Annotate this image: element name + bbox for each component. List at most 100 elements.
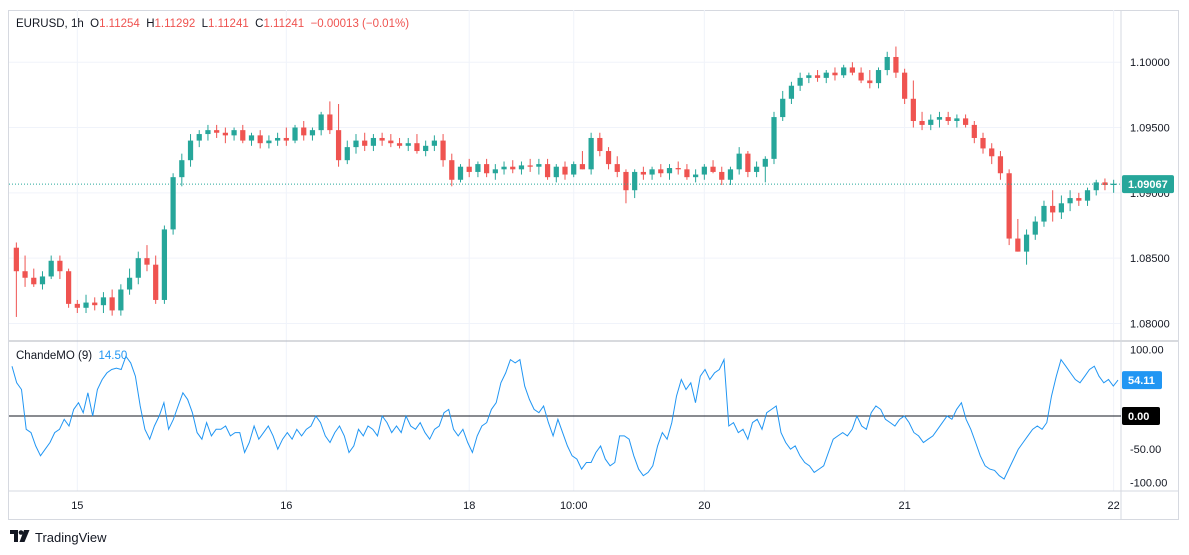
- candle-body: [693, 174, 699, 178]
- candle-body: [153, 264, 159, 300]
- candle-body: [65, 271, 72, 304]
- candle-body: [875, 70, 882, 84]
- tradingview-logo[interactable]: TradingView: [10, 530, 107, 545]
- time-tick-label: 22: [1108, 500, 1120, 512]
- candle-body: [396, 143, 403, 146]
- candle-body: [536, 164, 542, 167]
- candle-body: [335, 130, 342, 161]
- candle-body: [109, 297, 115, 311]
- candle-body: [379, 137, 385, 141]
- candle-body: [1093, 182, 1099, 191]
- low-label: L: [201, 18, 209, 30]
- candle-body: [414, 143, 420, 152]
- candle-body: [928, 119, 934, 125]
- candle-body: [100, 297, 107, 306]
- candle-body: [579, 164, 586, 170]
- indicator-value: 14.50: [98, 350, 128, 362]
- candle-body: [919, 120, 925, 125]
- candle-body: [457, 166, 464, 180]
- open-label: O: [90, 18, 100, 30]
- candle-body: [1067, 198, 1073, 204]
- candle-body: [989, 148, 995, 157]
- candle-body: [1023, 234, 1030, 252]
- candle-body: [562, 166, 568, 175]
- candle-body: [1041, 205, 1047, 222]
- indicator-last-tag: [1122, 371, 1162, 390]
- grid-layer: [9, 10, 1121, 491]
- candle-body: [893, 56, 899, 73]
- zero-tag: [1122, 407, 1160, 425]
- candle-body: [266, 140, 272, 144]
- candle-body: [771, 117, 777, 159]
- candle-body: [675, 168, 681, 170]
- candle-body: [205, 130, 211, 135]
- candle-body: [788, 85, 795, 99]
- candle-body: [222, 132, 228, 136]
- candle-body: [83, 302, 89, 308]
- candle-body: [92, 302, 98, 306]
- candle-body: [248, 135, 255, 141]
- candle-body: [301, 127, 307, 136]
- candle-body: [571, 164, 577, 175]
- price-tick-label: 1.09500: [1130, 123, 1170, 135]
- last-price-tag: [1122, 175, 1174, 194]
- candle-body: [423, 145, 429, 152]
- candle-body: [841, 67, 847, 76]
- open-value: 1.11254: [99, 18, 140, 30]
- candle-body: [1006, 173, 1012, 239]
- indicator-tick-label: -50.00: [1130, 444, 1161, 456]
- candle-body: [1084, 190, 1091, 201]
- candle-body: [466, 166, 472, 172]
- indicator-legend[interactable]: ChandeMO (9) 14.50: [16, 350, 127, 362]
- indicator-layer: [9, 355, 1121, 480]
- time-tick-label: 18: [463, 500, 475, 512]
- candle-body: [187, 140, 194, 161]
- candle-body: [727, 169, 734, 180]
- candle-body: [849, 67, 855, 73]
- high-label: H: [146, 18, 155, 30]
- candle-body: [275, 137, 281, 141]
- candle-body: [57, 260, 63, 272]
- symbol-label[interactable]: EURUSD, 1h: [16, 18, 84, 30]
- candle-body: [666, 168, 673, 174]
- indicator-tick-label: 100.00: [1130, 345, 1164, 357]
- candle-body: [353, 140, 359, 148]
- candle-body: [544, 164, 551, 178]
- indicator-name: ChandeMO (9): [16, 350, 93, 362]
- candle-body: [867, 80, 873, 84]
- candle-body: [553, 166, 559, 178]
- candle-body: [623, 171, 629, 191]
- candle-body: [1058, 203, 1065, 213]
- chande-mo-line: [11, 355, 1119, 480]
- candle-body: [997, 156, 1004, 174]
- candle-body: [780, 98, 786, 118]
- candle-body: [832, 72, 838, 76]
- zero-label: 0.00: [1128, 411, 1149, 423]
- candle-body: [605, 151, 612, 165]
- candle-body: [257, 135, 263, 144]
- candle-body: [658, 169, 664, 174]
- candle-body: [684, 169, 690, 178]
- candle-body: [370, 137, 377, 146]
- candle-body: [144, 258, 150, 265]
- candle-body: [440, 140, 446, 161]
- candle-body: [22, 271, 28, 278]
- candle-body: [954, 118, 960, 121]
- candle-body: [649, 169, 655, 175]
- candle-body: [283, 137, 289, 141]
- candle-body: [640, 171, 646, 175]
- time-tick-label: 20: [698, 500, 710, 512]
- candle-body: [806, 75, 812, 78]
- candle-body: [327, 114, 333, 131]
- candle-body: [344, 147, 350, 161]
- time-tick-label: 21: [899, 500, 911, 512]
- candle-body: [318, 114, 324, 131]
- candle-body: [118, 289, 124, 311]
- candle-body: [962, 118, 969, 125]
- candle-body: [292, 127, 298, 141]
- candle-body: [1050, 205, 1056, 213]
- candle-body: [179, 160, 185, 178]
- candle-body: [126, 277, 133, 290]
- candle-body: [510, 166, 516, 170]
